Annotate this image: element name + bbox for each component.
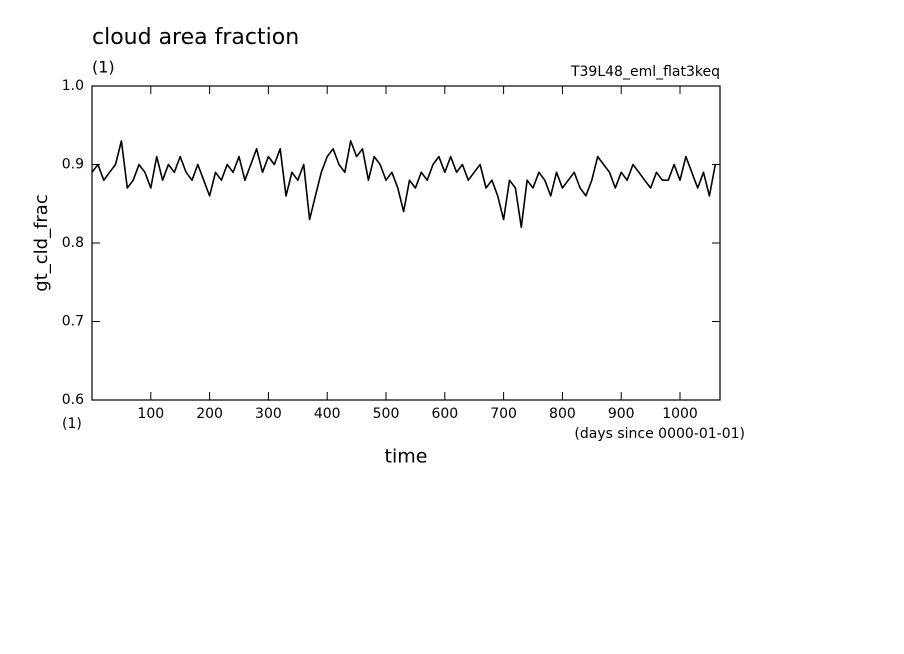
x-unit: (days since 0000-01-01) (574, 426, 745, 442)
x-tick-label: 800 (549, 406, 576, 422)
x-tick-label: 300 (255, 406, 282, 422)
subtitle: (1) (92, 58, 115, 77)
x-tick-label: 100 (137, 406, 164, 422)
x-tick-label: 900 (608, 406, 635, 422)
y-tick-label: 0.6 (62, 392, 84, 408)
y-tick-label: 0.9 (62, 157, 84, 173)
y-axis-label: gt_cld_frac (31, 194, 52, 291)
x-axis-label: time (385, 446, 428, 468)
x-tick-label: 200 (196, 406, 223, 422)
x-tick-label: 600 (431, 406, 458, 422)
y-unit: (1) (62, 416, 82, 432)
data-line (91, 140, 717, 229)
y-tick-label: 1.0 (62, 78, 84, 94)
x-tick-label: 500 (373, 406, 400, 422)
plot-frame (91, 85, 721, 401)
x-tick-label: 1000 (662, 406, 698, 422)
chart-title: cloud area fraction (92, 25, 299, 50)
x-tick-label: 400 (314, 406, 341, 422)
annotation: T39L48_eml_flat3keq (570, 64, 720, 80)
y-tick-label: 0.8 (62, 235, 84, 251)
y-tick-label: 0.7 (62, 314, 84, 330)
x-tick-label: 700 (490, 406, 517, 422)
